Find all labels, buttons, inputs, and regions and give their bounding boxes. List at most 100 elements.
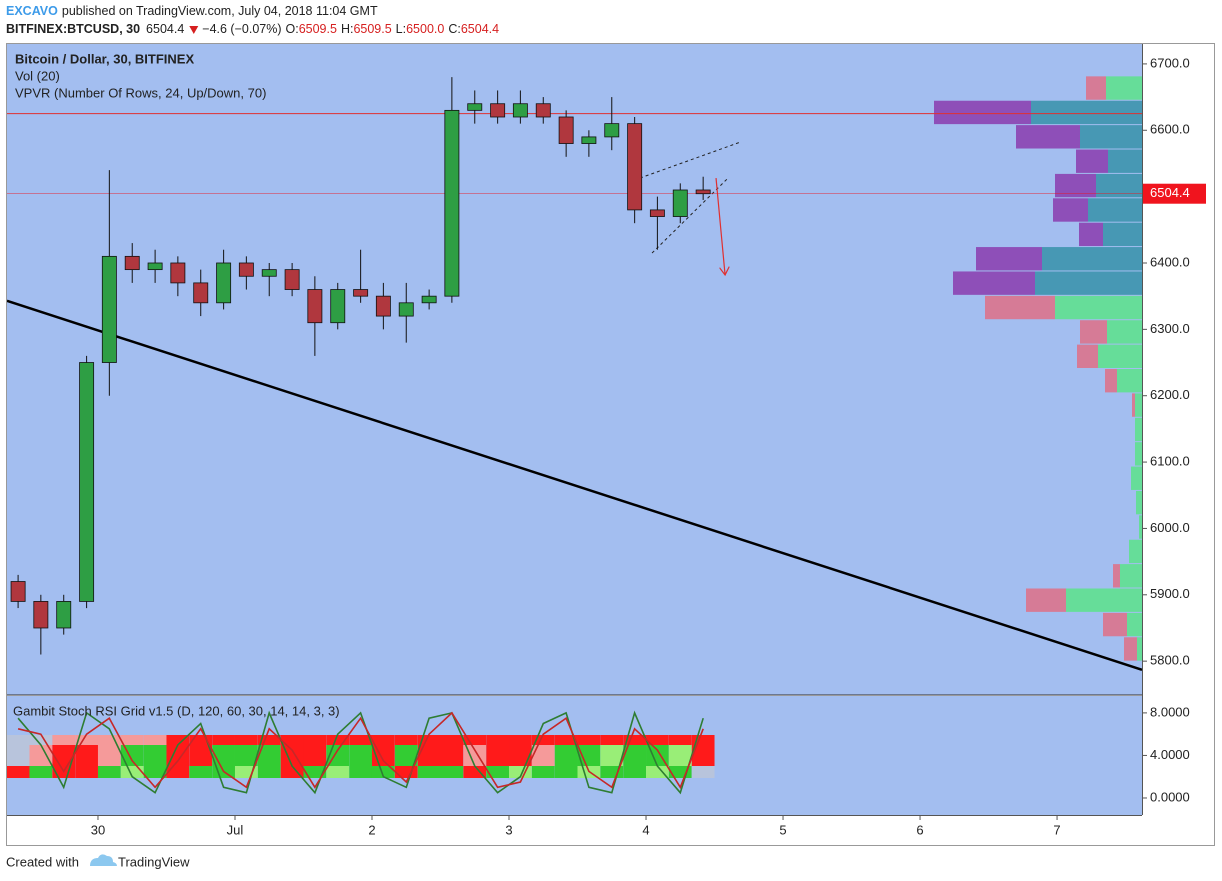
arrow bbox=[715, 177, 725, 275]
grid-cell bbox=[646, 766, 669, 778]
grid-cell bbox=[577, 745, 601, 766]
author[interactable]: EXCAVO bbox=[6, 4, 58, 18]
grid-cell bbox=[97, 745, 121, 766]
candle-body bbox=[535, 103, 551, 118]
ohlc-label: L: bbox=[396, 22, 406, 36]
vpvr-up bbox=[1107, 320, 1142, 344]
candle-body bbox=[101, 255, 117, 363]
grid-cell bbox=[394, 735, 418, 745]
symbol: BITFINEX:BTCUSD, 30 bbox=[6, 22, 140, 36]
indicator-label: Vol (20) bbox=[15, 68, 60, 83]
grid-cell bbox=[509, 735, 532, 745]
grid-cell bbox=[394, 745, 418, 766]
grid-cell bbox=[440, 735, 464, 745]
candle-body bbox=[33, 601, 49, 629]
candle-body bbox=[284, 269, 300, 290]
vpvr-down bbox=[1055, 173, 1096, 198]
grid-cell bbox=[234, 735, 258, 745]
grid-cell bbox=[6, 745, 30, 766]
drawing-line bbox=[6, 299, 1143, 671]
grid-cell bbox=[143, 735, 167, 745]
y-tick-label: 0.0000 bbox=[1150, 789, 1190, 804]
grid-cell bbox=[75, 766, 98, 778]
vpvr-down bbox=[1053, 198, 1088, 222]
grid-cell bbox=[463, 735, 487, 745]
grid-cell bbox=[417, 766, 441, 778]
vpvr-up bbox=[1135, 442, 1142, 466]
y-tick-label: 6100.0 bbox=[1150, 454, 1190, 469]
grid-cell bbox=[577, 735, 601, 745]
header-line: EXCAVO published on TradingView.com, July… bbox=[6, 4, 378, 18]
ohlc-value: 6500.0 bbox=[406, 22, 444, 36]
indicator-label: VPVR (Number Of Rows, 24, Up/Down, 70) bbox=[15, 85, 266, 100]
vpvr-up bbox=[1080, 125, 1142, 149]
price-layer bbox=[6, 76, 1143, 671]
grid-cell bbox=[531, 735, 555, 745]
grid-cell bbox=[166, 745, 190, 766]
candle-body bbox=[581, 136, 597, 144]
candle-body bbox=[353, 289, 369, 297]
change: −4.6 (−0.07%) bbox=[202, 22, 281, 36]
ohlc-label: O: bbox=[286, 22, 299, 36]
grid-cell bbox=[554, 745, 578, 766]
y-tick-label: 5900.0 bbox=[1150, 586, 1190, 601]
candle-body bbox=[627, 123, 643, 211]
grid-cell bbox=[120, 766, 144, 778]
grid-cell bbox=[326, 766, 350, 778]
grid-cell bbox=[349, 766, 372, 778]
grid-cell bbox=[600, 745, 624, 766]
vpvr-up bbox=[1106, 76, 1142, 100]
ohlc-label: H: bbox=[341, 22, 354, 36]
ohlc-label: C: bbox=[448, 22, 461, 36]
candle-body bbox=[512, 103, 528, 118]
y-tick-label: 6400.0 bbox=[1150, 254, 1190, 269]
candle-body bbox=[467, 103, 483, 111]
grid-cell bbox=[189, 735, 213, 745]
grid-cell bbox=[143, 745, 167, 766]
vpvr-up bbox=[1117, 369, 1142, 393]
footer-brand[interactable]: TradingView bbox=[118, 854, 190, 869]
grid-cell bbox=[234, 745, 258, 766]
candle-body bbox=[238, 262, 254, 277]
vpvr-down bbox=[976, 247, 1042, 271]
vpvr-up bbox=[1129, 539, 1142, 564]
grid-cell bbox=[691, 735, 715, 745]
grid-cell bbox=[554, 735, 578, 745]
vpvr-up bbox=[1120, 564, 1142, 588]
grid-cell bbox=[440, 766, 464, 778]
grid-cell bbox=[280, 766, 304, 778]
grid-cell bbox=[554, 766, 578, 778]
ohlc-value: 6509.5 bbox=[299, 22, 337, 36]
vpvr-down bbox=[1113, 564, 1120, 588]
x-tick-label: 7 bbox=[1053, 822, 1060, 837]
footer-text: Created with bbox=[6, 854, 79, 869]
indicator-title: Gambit Stoch RSI Grid v1.5 (D, 120, 60, … bbox=[13, 703, 340, 718]
vpvr-down bbox=[1132, 393, 1135, 417]
candle-body bbox=[649, 209, 665, 217]
brand-logo[interactable] bbox=[90, 854, 117, 866]
oscillator-line bbox=[17, 710, 704, 795]
candle-body bbox=[375, 295, 391, 317]
candle-body bbox=[147, 262, 163, 271]
candle-body bbox=[307, 289, 323, 324]
grid-cell bbox=[97, 766, 121, 778]
y-tick-label: 5800.0 bbox=[1150, 653, 1190, 668]
grid-cell bbox=[531, 766, 555, 778]
vpvr-down bbox=[1103, 612, 1127, 637]
x-tick-label: 6 bbox=[916, 822, 923, 837]
y-tick-label: 6700.0 bbox=[1150, 55, 1190, 70]
candle-body bbox=[604, 123, 620, 138]
vpvr-up bbox=[1088, 198, 1142, 222]
vpvr-up bbox=[1103, 222, 1142, 247]
candle-body bbox=[558, 116, 574, 144]
y-tick-label: 4.0000 bbox=[1150, 747, 1190, 762]
grid-cell bbox=[75, 735, 98, 745]
grid-cell bbox=[280, 735, 304, 745]
grid-cell bbox=[394, 766, 418, 778]
grid-cell bbox=[257, 735, 281, 745]
grid-cell bbox=[371, 735, 395, 745]
grid-cell bbox=[303, 766, 327, 778]
quote-line: BITFINEX:BTCUSD, 30 6504.4 −4.6 (−0.07%) O:… bbox=[6, 22, 499, 36]
